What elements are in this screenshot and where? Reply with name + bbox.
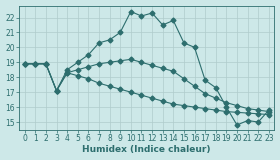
X-axis label: Humidex (Indice chaleur): Humidex (Indice chaleur) [83, 145, 211, 154]
